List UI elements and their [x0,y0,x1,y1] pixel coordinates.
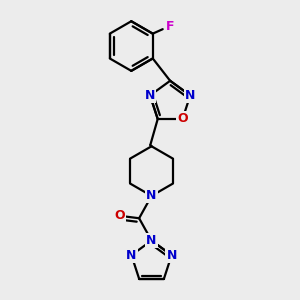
Text: N: N [185,89,195,102]
Text: O: O [177,112,188,125]
Text: N: N [146,234,157,247]
Text: N: N [145,89,155,102]
Text: N: N [167,249,177,262]
Text: O: O [114,209,124,222]
Text: N: N [126,249,136,262]
Text: N: N [146,189,157,203]
Text: F: F [166,20,174,33]
